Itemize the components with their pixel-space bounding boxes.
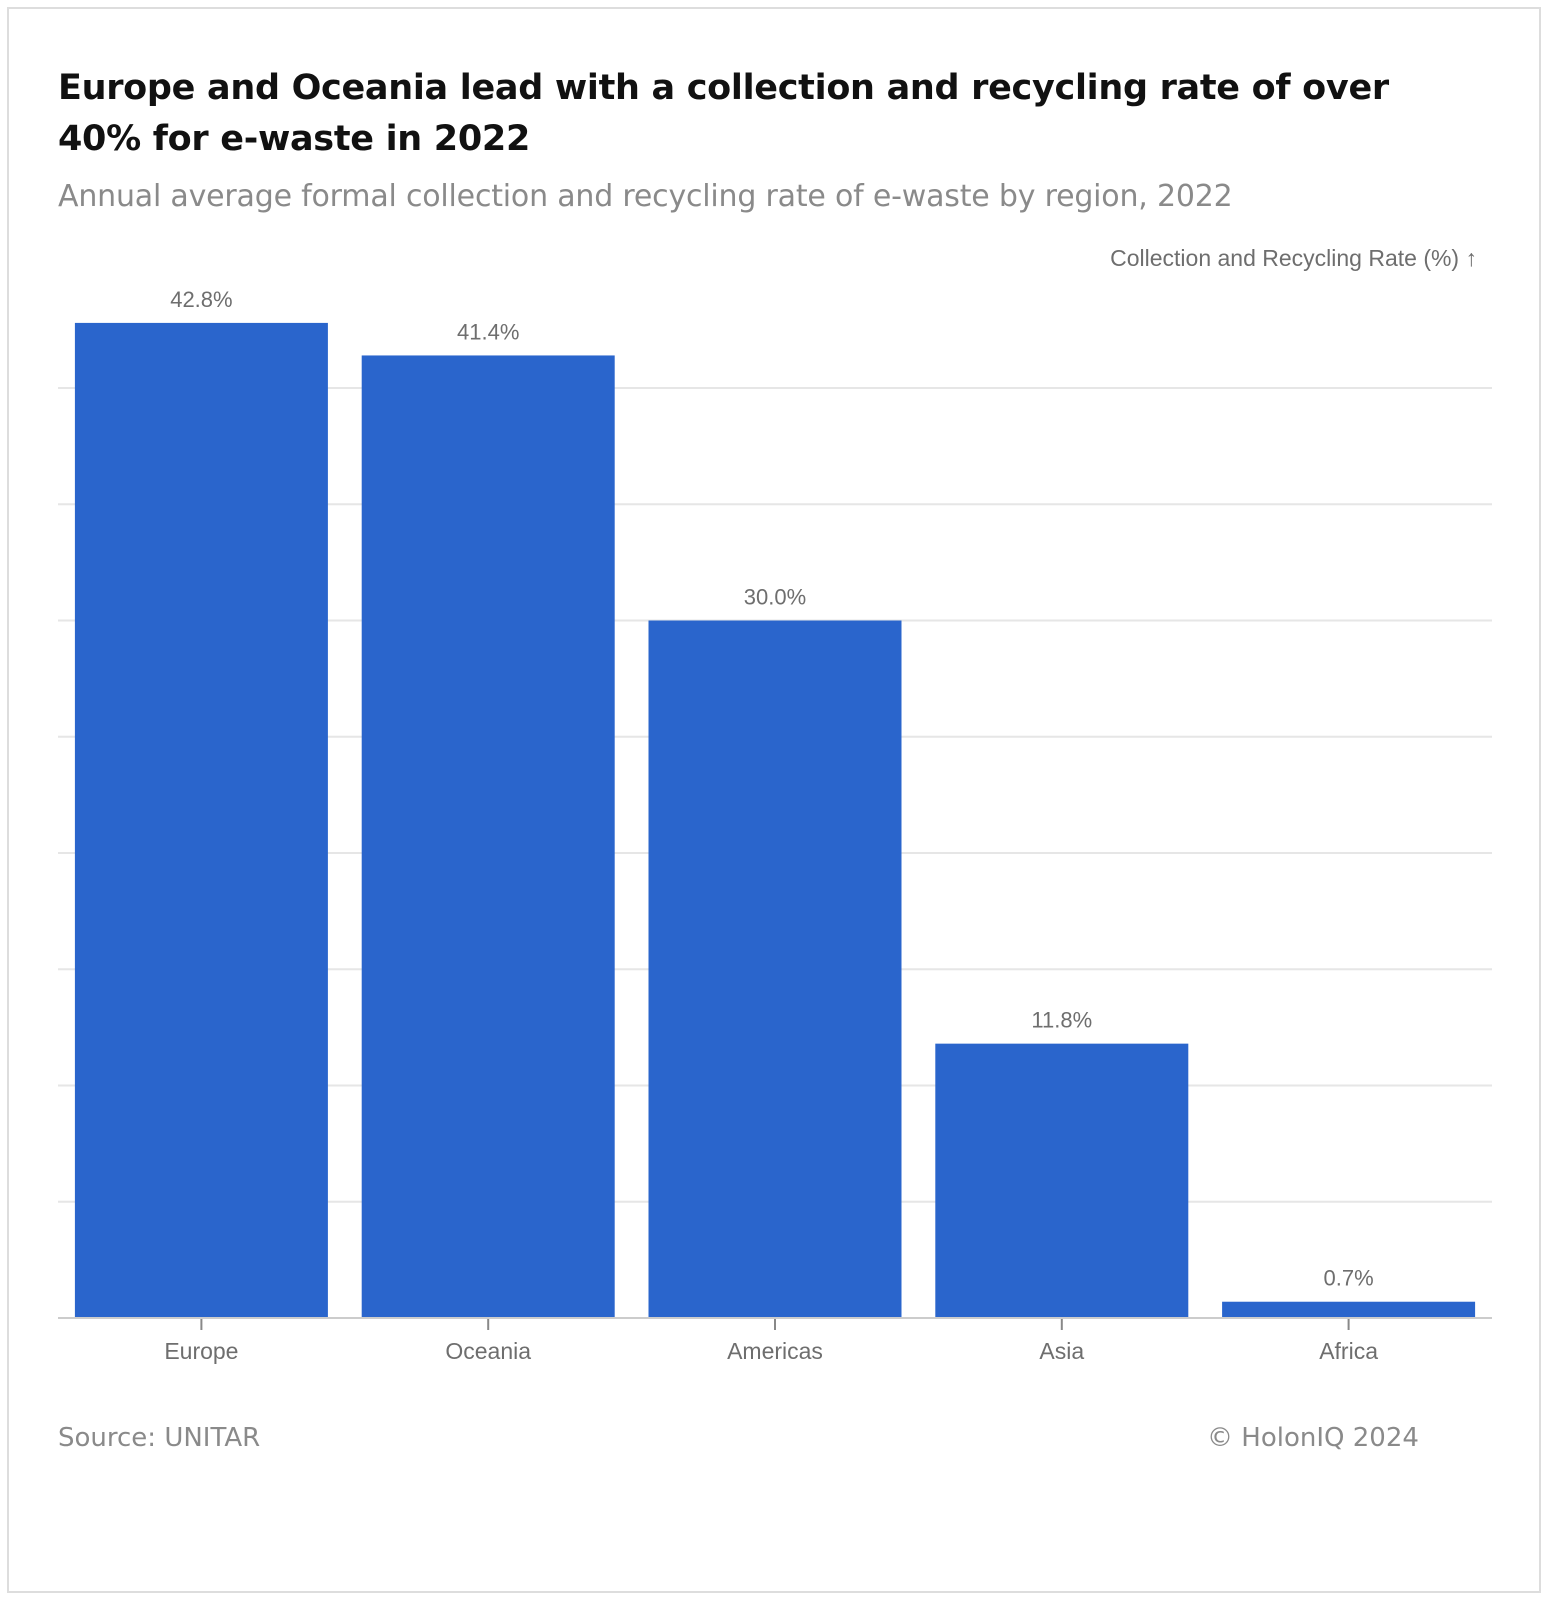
x-tick-label-europe: Europe [164, 1338, 238, 1364]
data-label-oceania: 41.4% [457, 319, 519, 344]
x-tick-label-asia: Asia [1039, 1338, 1084, 1364]
bar-europe [74, 322, 328, 1318]
y-axis-label: Collection and Recycling Rate (%) ↑ [1110, 245, 1477, 271]
bar-oceania [361, 355, 615, 1318]
x-tick-label-oceania: Oceania [445, 1338, 531, 1364]
data-label-europe: 42.8% [170, 287, 232, 312]
chart-title: Europe and Oceania lead with a collectio… [58, 68, 1389, 159]
source-note: Source: UNITAR [58, 1423, 261, 1453]
data-label-africa: 0.7% [1324, 1266, 1374, 1291]
x-tick-label-africa: Africa [1319, 1338, 1378, 1364]
chart-subtitle: Annual average formal collection and rec… [58, 179, 1233, 214]
bar-americas [648, 620, 902, 1318]
data-label-asia: 11.8% [1031, 1008, 1092, 1033]
x-tick-label-americas: Americas [727, 1338, 823, 1364]
bar-africa [1222, 1301, 1476, 1318]
copyright-note: © HolonIQ 2024 [1207, 1423, 1419, 1453]
bar-asia [935, 1043, 1189, 1318]
data-label-americas: 30.0% [744, 585, 806, 610]
